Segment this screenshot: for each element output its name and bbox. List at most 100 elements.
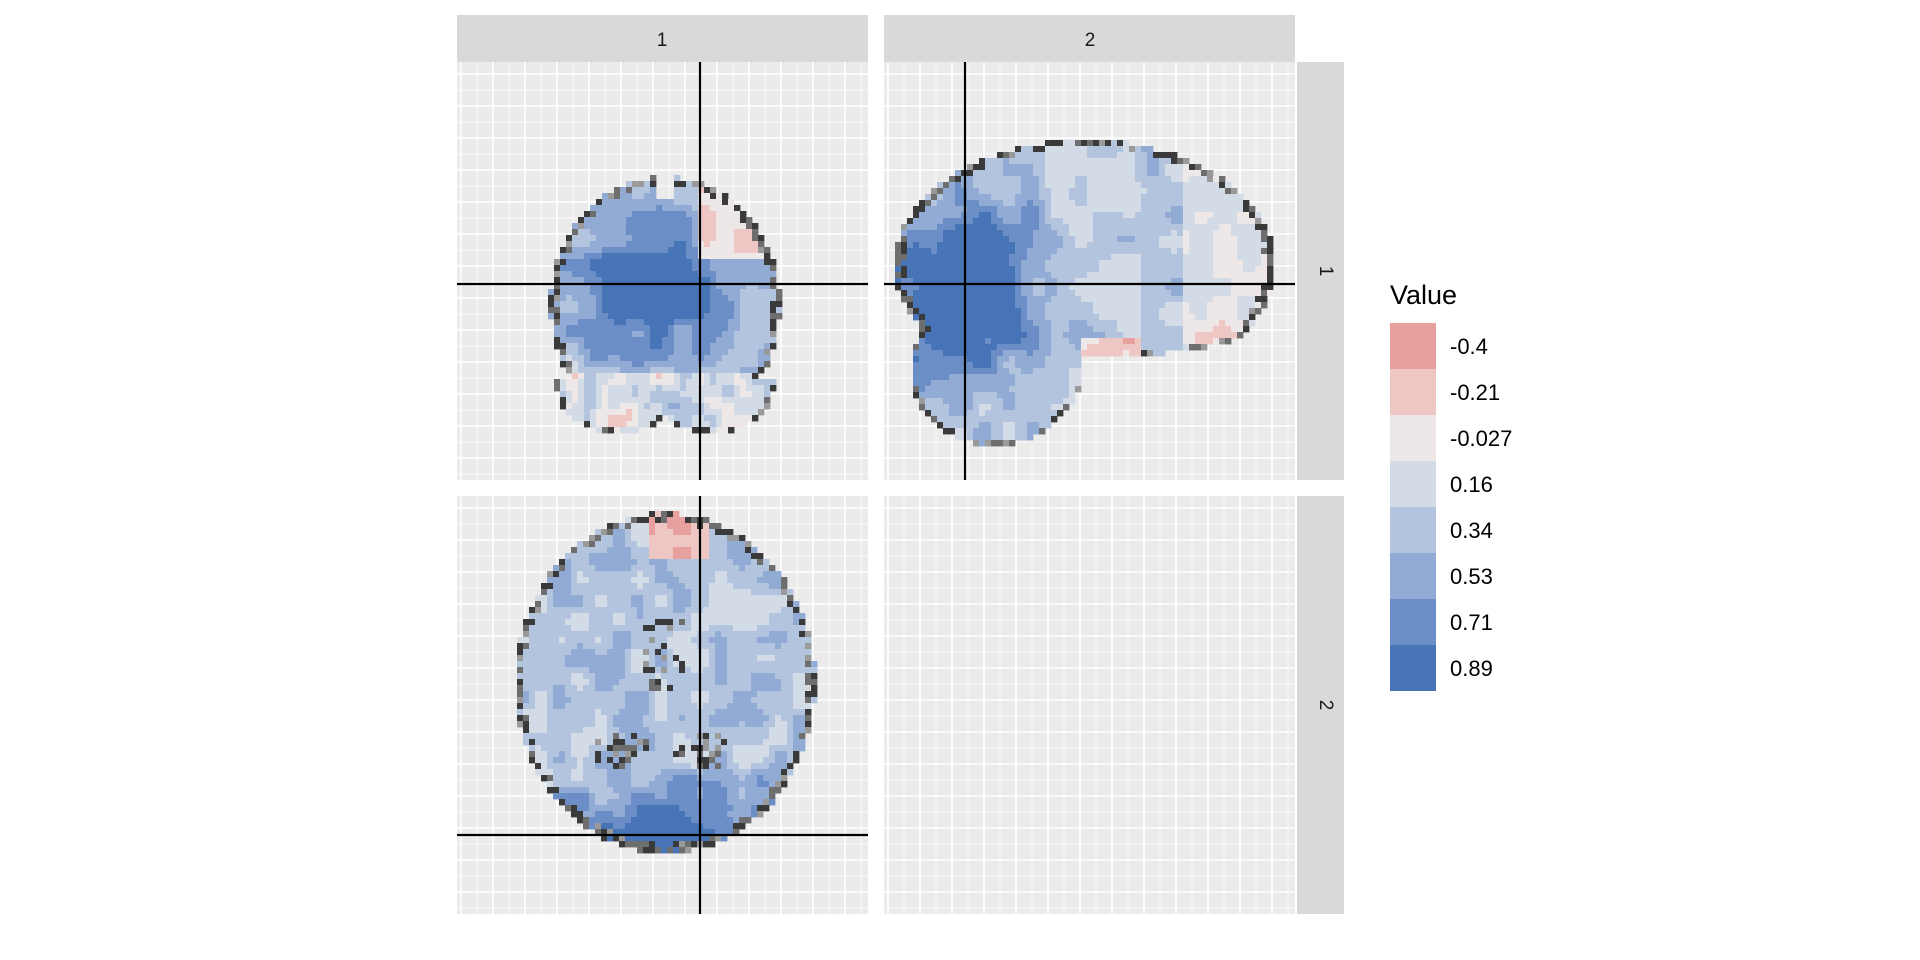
voxel	[955, 344, 962, 351]
voxel	[1087, 314, 1094, 321]
voxel	[649, 541, 656, 548]
voxel	[577, 679, 584, 686]
voxel	[674, 199, 681, 206]
voxel	[907, 236, 914, 243]
voxel	[985, 284, 992, 291]
voxel	[1051, 284, 1058, 291]
voxel	[1015, 416, 1022, 423]
voxel	[1165, 164, 1172, 171]
voxel	[752, 229, 759, 236]
voxel	[1129, 194, 1136, 201]
voxel	[698, 421, 705, 428]
voxel	[565, 649, 572, 656]
voxel	[943, 236, 950, 243]
voxel	[997, 176, 1004, 183]
voxel	[955, 200, 962, 207]
voxel	[1057, 320, 1064, 327]
voxel	[625, 595, 632, 602]
voxel	[925, 230, 932, 237]
voxel	[626, 391, 633, 398]
voxel	[1213, 206, 1220, 213]
voxel	[1051, 140, 1058, 147]
voxel	[1033, 404, 1040, 411]
voxel	[685, 673, 692, 680]
voxel	[1039, 380, 1046, 387]
voxel	[1057, 332, 1064, 339]
voxel	[692, 265, 699, 272]
voxel	[991, 410, 998, 417]
voxel	[704, 337, 711, 344]
voxel	[643, 547, 650, 554]
voxel	[734, 337, 741, 344]
voxel	[1027, 146, 1034, 153]
voxel	[541, 661, 548, 668]
voxel	[602, 373, 609, 380]
voxel	[1003, 296, 1010, 303]
voxel	[1153, 296, 1160, 303]
voxel	[596, 385, 603, 392]
voxel	[637, 595, 644, 602]
voxel	[650, 235, 657, 242]
voxel	[578, 403, 585, 410]
voxel	[769, 625, 776, 632]
voxel	[1237, 266, 1244, 273]
voxel	[625, 691, 632, 698]
voxel	[596, 337, 603, 344]
voxel	[1021, 338, 1028, 345]
voxel	[943, 230, 950, 237]
voxel	[1057, 260, 1064, 267]
voxel	[589, 613, 596, 620]
voxel	[619, 553, 626, 560]
voxel	[583, 637, 590, 644]
voxel	[1147, 344, 1154, 351]
voxel	[1099, 248, 1106, 255]
voxel	[1057, 194, 1064, 201]
voxel	[601, 691, 608, 698]
voxel	[656, 217, 663, 224]
voxel	[578, 229, 585, 236]
voxel	[608, 271, 615, 278]
voxel	[703, 607, 710, 614]
voxel	[770, 301, 777, 308]
voxel	[787, 607, 794, 614]
voxel	[799, 631, 806, 638]
voxel	[1021, 218, 1028, 225]
voxel	[584, 241, 591, 248]
voxel	[1087, 350, 1094, 357]
voxel	[979, 188, 986, 195]
voxel	[601, 607, 608, 614]
voxel	[1153, 152, 1160, 159]
voxel	[1105, 164, 1112, 171]
voxel	[913, 206, 920, 213]
voxel	[716, 211, 723, 218]
voxel	[811, 685, 818, 692]
voxel	[596, 253, 603, 260]
voxel	[649, 631, 656, 638]
voxel	[571, 565, 578, 572]
voxel	[955, 212, 962, 219]
voxel	[979, 344, 986, 351]
voxel	[770, 325, 777, 332]
voxel	[1225, 314, 1232, 321]
voxel	[686, 193, 693, 200]
voxel	[529, 625, 536, 632]
voxel	[1207, 200, 1214, 207]
voxel	[698, 247, 705, 254]
voxel	[1021, 260, 1028, 267]
voxel	[619, 541, 626, 548]
voxel	[745, 643, 752, 650]
voxel	[1129, 152, 1136, 159]
voxel	[1225, 212, 1232, 219]
voxel	[704, 247, 711, 254]
voxel	[1063, 368, 1070, 375]
voxel	[1171, 230, 1178, 237]
voxel	[1015, 326, 1022, 333]
voxel	[662, 373, 669, 380]
voxel	[602, 319, 609, 326]
voxel	[692, 259, 699, 266]
voxel	[1153, 314, 1160, 321]
voxel	[620, 217, 627, 224]
voxel	[1081, 350, 1088, 357]
voxel	[937, 200, 944, 207]
voxel	[1021, 242, 1028, 249]
